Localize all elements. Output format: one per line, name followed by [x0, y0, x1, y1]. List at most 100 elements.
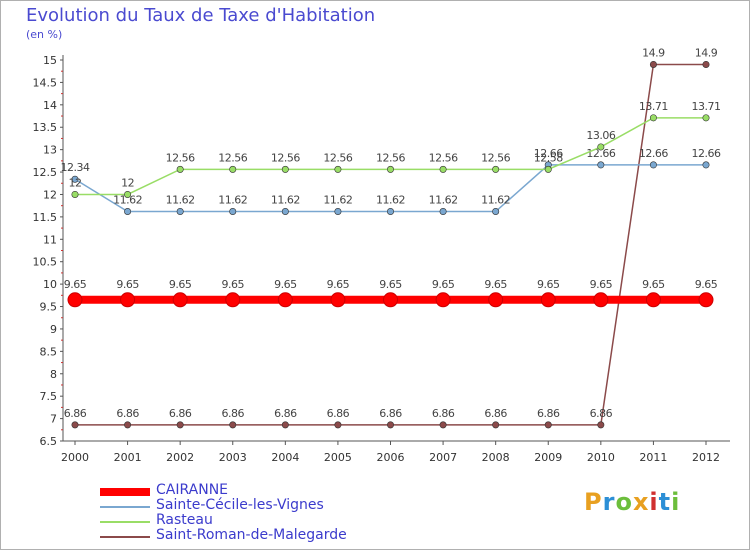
legend-item-saint-roman: Saint-Roman-de-Malegarde — [100, 527, 400, 544]
data-point — [386, 208, 394, 216]
data-point — [71, 421, 79, 429]
legend-label: Rasteau — [156, 512, 213, 528]
y-tick-label: 7 — [50, 413, 57, 426]
x-tick-label: 2000 — [61, 451, 89, 464]
logo-letter: r — [602, 488, 616, 516]
y-tick-label: 14 — [43, 99, 57, 112]
chart-title: Evolution du Taux de Taxe d'Habitation — [26, 5, 376, 26]
data-point — [281, 165, 289, 173]
data-point — [229, 165, 237, 173]
data-label: 9.65 — [590, 278, 613, 291]
legend-item-cairanne: CAIRANNE — [100, 482, 400, 499]
data-point — [649, 161, 657, 169]
data-point — [649, 114, 657, 122]
data-point — [229, 208, 237, 216]
data-label: 9.65 — [432, 278, 455, 291]
data-point — [386, 165, 394, 173]
data-label: 9.65 — [64, 278, 87, 291]
data-label: 6.86 — [116, 407, 139, 420]
logo-letter: x — [632, 488, 650, 516]
y-tick-label: 8 — [50, 368, 57, 381]
y-tick-label: 12.5 — [33, 166, 58, 179]
data-point — [698, 292, 714, 308]
data-point — [334, 208, 342, 216]
data-point — [176, 421, 184, 429]
data-point — [225, 292, 241, 308]
chart-subtitle: (en %) — [26, 28, 63, 41]
logo-letter: o — [615, 488, 633, 516]
x-tick-label: 2007 — [429, 451, 457, 464]
data-point — [597, 143, 605, 151]
legend-label: CAIRANNE — [156, 482, 229, 498]
data-point — [124, 421, 132, 429]
data-label: 12.56 — [271, 151, 300, 164]
data-label: 13.71 — [639, 100, 668, 113]
proxiti-logo: Proxiti — [584, 488, 680, 516]
data-label: 6.86 — [327, 407, 350, 420]
data-label: 9.65 — [642, 278, 665, 291]
data-label: 12.56 — [481, 151, 510, 164]
data-point — [439, 208, 447, 216]
y-tick-label: 15 — [43, 54, 57, 67]
data-label: 6.86 — [537, 407, 560, 420]
data-point — [439, 165, 447, 173]
data-point — [597, 161, 605, 169]
data-label: 12 — [121, 176, 134, 189]
data-point — [492, 208, 500, 216]
x-tick-label: 2010 — [587, 451, 615, 464]
data-point — [492, 165, 500, 173]
data-point — [334, 421, 342, 429]
legend-item-sainte-cecile: Sainte-Cécile-les-Vignes — [100, 497, 400, 514]
data-point — [540, 292, 556, 308]
data-point — [334, 165, 342, 173]
data-label: 11.62 — [166, 194, 195, 207]
data-point — [71, 175, 79, 183]
data-point — [120, 292, 136, 308]
data-label: 11.62 — [218, 194, 247, 207]
data-point — [281, 421, 289, 429]
data-label: 6.86 — [590, 407, 613, 420]
y-tick-label: 10.5 — [33, 256, 58, 269]
data-label: 12.66 — [534, 147, 563, 160]
data-point — [702, 161, 710, 169]
data-label: 14.9 — [695, 46, 718, 59]
data-label: 9.65 — [169, 278, 192, 291]
legend-label: Saint-Roman-de-Malegarde — [156, 527, 347, 543]
data-label: 6.86 — [379, 407, 402, 420]
legend: CAIRANNE Sainte-Cécile-les-Vignes Rastea… — [100, 482, 400, 544]
series-line-3 — [75, 63, 706, 426]
data-label: 6.86 — [432, 407, 455, 420]
data-label: 12.66 — [639, 147, 668, 160]
data-label: 12.56 — [323, 151, 352, 164]
y-tick-label: 7.5 — [40, 390, 58, 403]
x-tick-label: 2003 — [219, 451, 247, 464]
y-tick-label: 13 — [43, 144, 57, 157]
data-point — [172, 292, 188, 308]
data-label: 9.65 — [222, 278, 245, 291]
y-tick-label: 10 — [43, 278, 57, 291]
y-tick-label: 12 — [43, 188, 57, 201]
data-point — [386, 421, 394, 429]
logo-letter: t — [658, 488, 672, 516]
data-label: 6.86 — [64, 407, 87, 420]
y-tick-label: 11.5 — [33, 211, 58, 224]
legend-label: Sainte-Cécile-les-Vignes — [156, 497, 324, 513]
y-tick-label: 9 — [50, 323, 57, 336]
data-point — [277, 292, 293, 308]
y-tick-label: 9.5 — [40, 301, 58, 314]
data-label: 11.62 — [429, 194, 458, 207]
x-tick-label: 2009 — [534, 451, 562, 464]
data-label: 9.65 — [274, 278, 297, 291]
data-label: 9.65 — [695, 278, 718, 291]
x-tick-label: 2006 — [377, 451, 405, 464]
data-point — [544, 421, 552, 429]
data-label: 9.65 — [116, 278, 139, 291]
data-point — [492, 421, 500, 429]
legend-swatch — [100, 521, 150, 523]
x-tick-label: 2004 — [271, 451, 299, 464]
y-tick-label: 8.5 — [40, 345, 58, 358]
data-label: 12.58 — [534, 151, 563, 164]
data-label: 6.86 — [274, 407, 297, 420]
y-tick-label: 6.5 — [40, 435, 58, 448]
x-tick-label: 2001 — [114, 451, 142, 464]
